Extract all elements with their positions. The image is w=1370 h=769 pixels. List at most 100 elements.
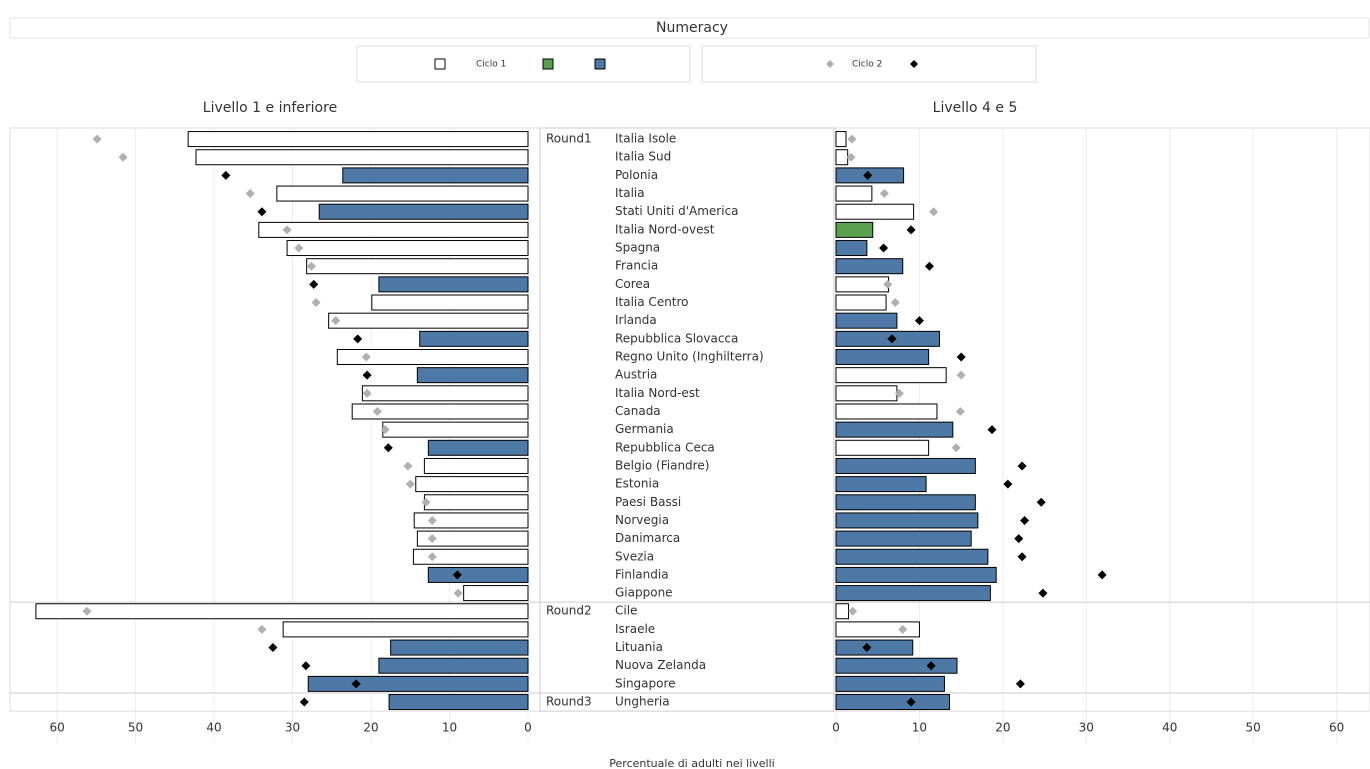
marker <box>929 207 939 217</box>
marker <box>863 170 873 180</box>
bar <box>390 639 529 656</box>
bar <box>835 494 976 511</box>
category-label: Regno Unito (Inghilterra) <box>615 350 764 364</box>
marker <box>883 279 893 289</box>
marker <box>1014 534 1024 544</box>
x-tick-label: 40 <box>206 721 221 735</box>
bar <box>187 131 529 148</box>
bar <box>835 221 874 238</box>
marker <box>427 515 437 525</box>
x-tick-label: 20 <box>363 721 378 735</box>
marker <box>951 443 961 453</box>
bar <box>835 548 989 565</box>
marker <box>1003 479 1013 489</box>
marker <box>1017 552 1027 562</box>
chart-title: Numeracy <box>656 20 728 36</box>
marker <box>1017 461 1027 471</box>
marker <box>427 534 437 544</box>
bar <box>427 439 529 456</box>
category-label: Stati Uniti d'America <box>615 204 739 218</box>
bar <box>835 203 915 220</box>
marker <box>82 606 92 616</box>
category-label: Paesi Bassi <box>615 495 681 509</box>
legend-label: Ciclo 1 <box>476 60 506 70</box>
category-label: Giappone <box>615 586 673 600</box>
category-label: Belgio (Fiandre) <box>615 458 709 472</box>
bar <box>258 221 529 238</box>
round-label: Round3 <box>546 695 592 709</box>
category-label: Cile <box>615 604 637 618</box>
marker <box>331 316 341 326</box>
marker <box>879 243 889 253</box>
bar <box>427 566 529 583</box>
category-label: Italia Centro <box>615 295 689 309</box>
x-axis-title: Percentuale di adulti nei livelli <box>609 757 774 769</box>
marker <box>311 298 321 308</box>
bar <box>835 530 972 547</box>
title-box <box>9 17 1370 39</box>
category-label: Repubblica Ceca <box>615 440 715 454</box>
bar <box>419 330 529 347</box>
x-tick-label: 0 <box>832 721 840 735</box>
marker <box>306 261 316 271</box>
bar <box>361 385 529 402</box>
marker <box>257 207 267 217</box>
marker <box>987 425 997 435</box>
category-label: Repubblica Slovacca <box>615 331 738 345</box>
bar <box>835 240 868 257</box>
category-label: Norvegia <box>615 513 669 527</box>
bar <box>835 294 887 311</box>
bar <box>835 403 938 420</box>
marker <box>372 406 382 416</box>
marker <box>268 643 278 653</box>
legend-swatch <box>434 58 446 70</box>
round-label: Round2 <box>546 604 592 618</box>
bar <box>835 258 904 275</box>
bar <box>382 421 529 438</box>
category-label: Svezia <box>615 549 654 563</box>
marker <box>906 697 916 707</box>
bar <box>835 421 954 438</box>
x-tick-label: 10 <box>912 721 927 735</box>
bar <box>416 367 529 384</box>
category-label: Polonia <box>615 168 658 182</box>
marker <box>309 279 319 289</box>
category-label: Finlandia <box>615 567 669 581</box>
x-tick-label: 50 <box>128 721 143 735</box>
plot: Ciclo 1 Ciclo 2 Livello 1 e inferiore 0 10 20… <box>9 58 1370 744</box>
bar <box>336 349 529 365</box>
marker <box>405 479 415 489</box>
bar <box>413 512 529 529</box>
legend-label: Ciclo 2 <box>852 60 882 70</box>
category-label: Irlanda <box>615 313 657 327</box>
marker <box>924 261 934 271</box>
marker <box>847 134 857 144</box>
marker <box>421 497 431 507</box>
category-label: Spagna <box>615 241 660 255</box>
category-label: Danimarca <box>615 531 680 545</box>
marker <box>846 152 856 162</box>
marker <box>282 225 292 235</box>
bar <box>388 694 529 711</box>
bar <box>318 203 529 220</box>
marker <box>362 388 372 398</box>
marker <box>956 370 966 380</box>
bar <box>835 675 945 692</box>
bar <box>835 621 920 638</box>
bar <box>835 349 930 365</box>
bar <box>35 603 529 620</box>
category-label: Israele <box>615 622 655 636</box>
marker <box>879 189 889 199</box>
bar <box>835 585 991 602</box>
legend-swatch <box>594 58 606 70</box>
label-column <box>539 127 835 712</box>
bar <box>835 694 950 711</box>
bar <box>835 149 849 166</box>
bar <box>416 530 529 547</box>
bar <box>835 603 850 620</box>
bar <box>306 258 529 275</box>
marker <box>898 624 908 634</box>
bar <box>835 276 890 293</box>
marker <box>887 334 897 344</box>
